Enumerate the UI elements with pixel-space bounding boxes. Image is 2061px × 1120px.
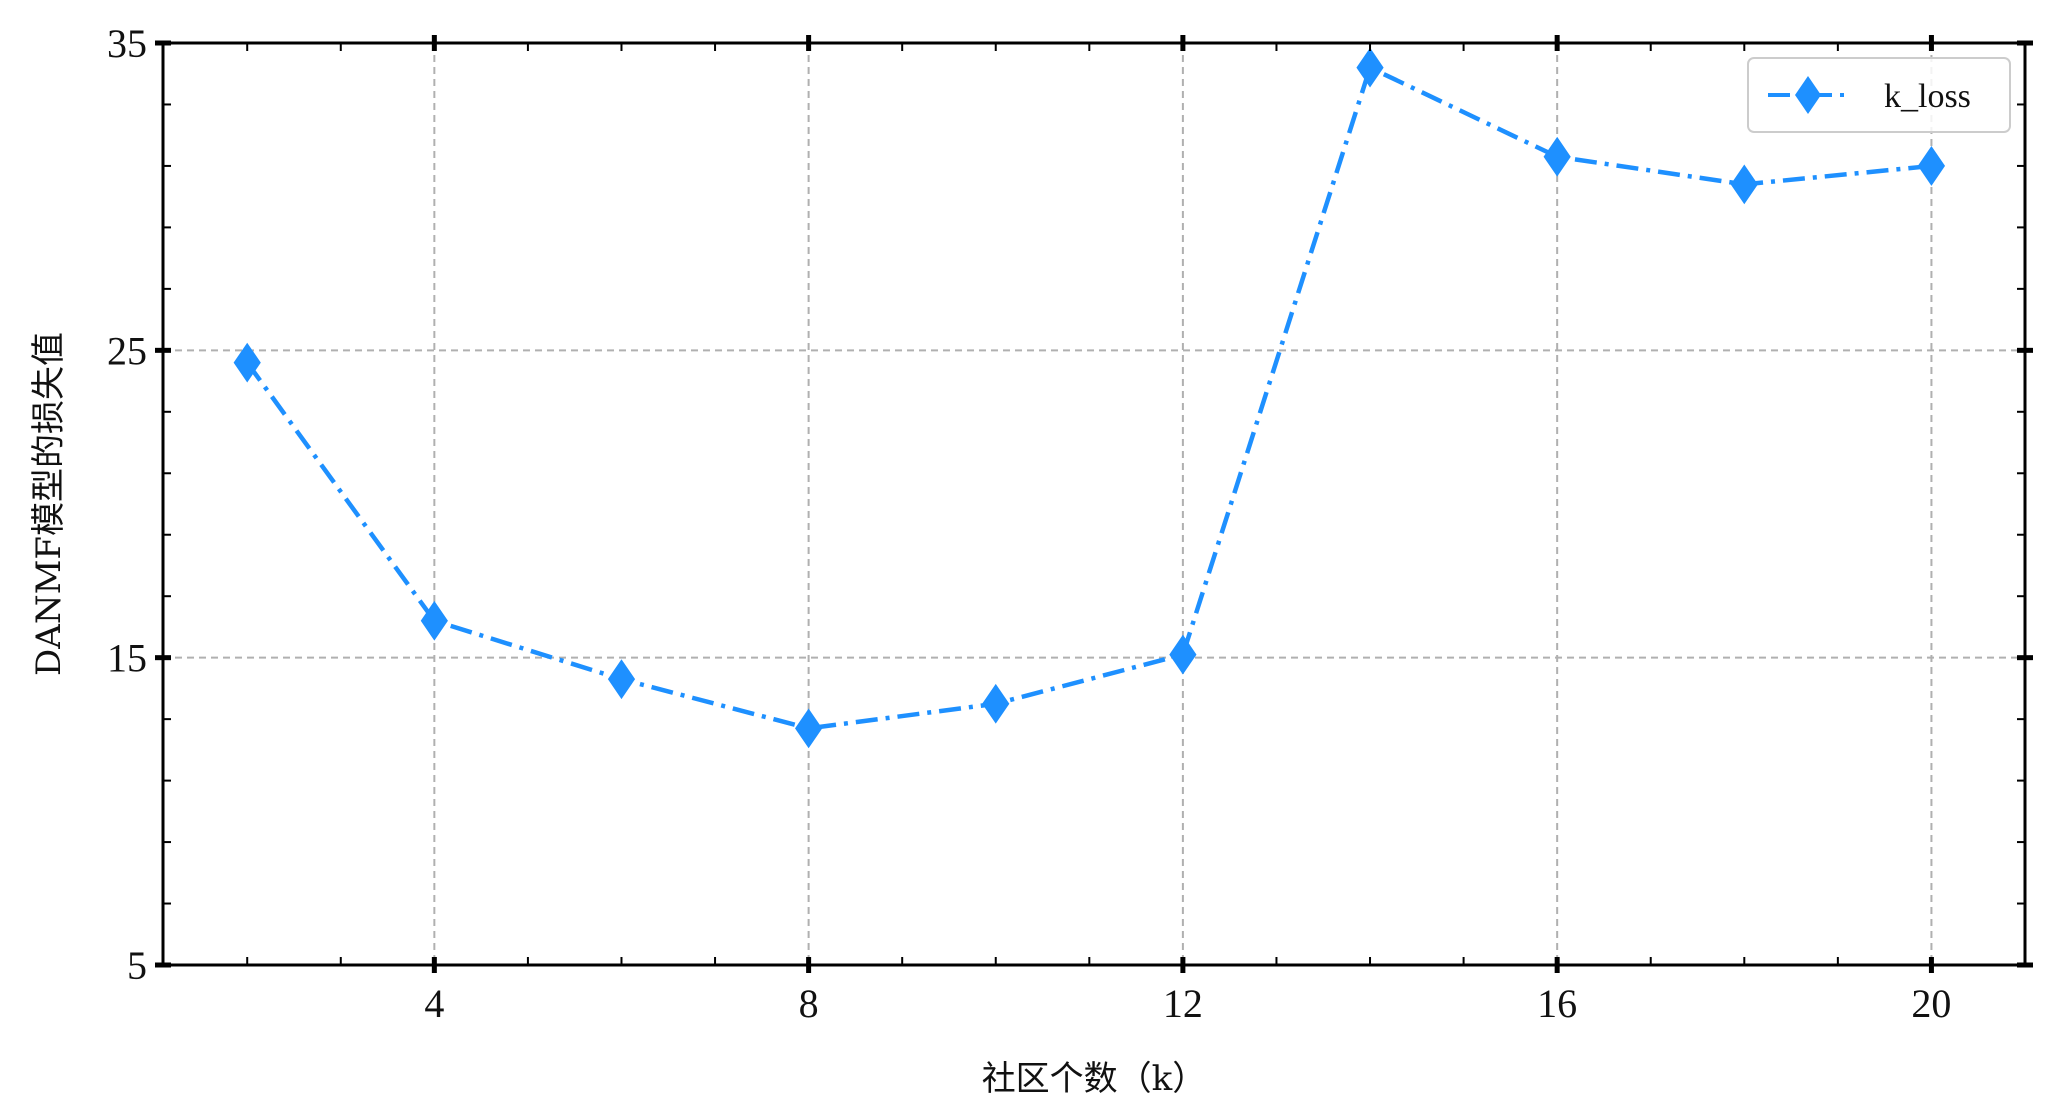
x-tick-label: 12 — [1163, 981, 1203, 1026]
y-tick-label: 15 — [107, 636, 147, 681]
data-point-marker — [420, 600, 448, 641]
x-tick-label: 20 — [1911, 981, 1951, 1026]
data-point-marker — [1730, 164, 1758, 205]
data-point-marker — [1543, 136, 1571, 177]
axis-ticks — [155, 35, 2033, 973]
legend-box — [1747, 57, 2011, 133]
x-tick-label: 8 — [799, 981, 819, 1026]
series-line — [245, 65, 1932, 731]
data-point-marker — [795, 708, 823, 749]
x-tick-label: 16 — [1537, 981, 1577, 1026]
data-point-marker — [1917, 146, 1946, 186]
x-tick-label: 4 — [424, 981, 444, 1026]
y-axis-title: DANMF模型的损失值 — [29, 332, 69, 676]
legend: k_loss — [1747, 57, 2011, 133]
legend-label: k_loss — [1884, 78, 1971, 115]
plot-frame — [161, 41, 2027, 967]
y-tick-labels: 5 15 25 35 — [107, 21, 147, 988]
y-tick-label: 5 — [127, 943, 147, 988]
series-k-loss — [233, 47, 1946, 749]
data-point-marker — [982, 683, 1010, 724]
x-tick-labels: 4 8 12 16 20 — [424, 981, 1951, 1026]
data-point-marker — [607, 659, 636, 700]
y-tick-label: 25 — [107, 328, 147, 373]
y-tick-label: 35 — [107, 21, 147, 66]
data-point-marker — [233, 342, 261, 383]
legend-marker-diamond — [1795, 76, 1821, 114]
data-point-marker — [1169, 634, 1197, 675]
x-axis-title: 社区个数（k） — [982, 1059, 1207, 1099]
data-point-marker — [1356, 47, 1384, 88]
